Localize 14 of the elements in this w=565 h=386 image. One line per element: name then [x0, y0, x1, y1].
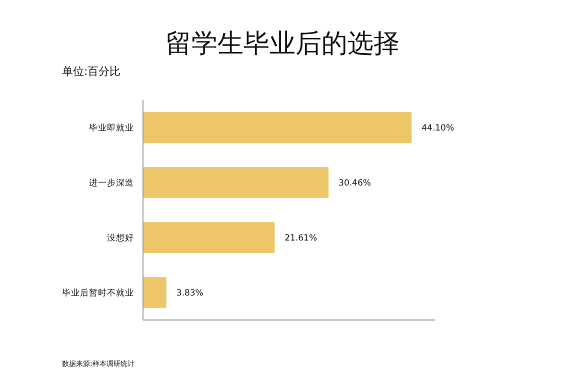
- y-tick-label: 没想好: [107, 232, 134, 244]
- bar: [143, 167, 329, 198]
- chart-title: 留学生毕业后的选择: [166, 29, 400, 59]
- data-label: 3.83%: [176, 288, 204, 298]
- bar: [143, 112, 412, 143]
- y-tick-label: 毕业即就业: [89, 122, 134, 134]
- bar: [143, 277, 166, 308]
- data-label: 30.46%: [338, 178, 371, 188]
- bar: [143, 222, 275, 253]
- data-label: 44.10%: [422, 124, 454, 134]
- data-label: 21.61%: [284, 234, 318, 244]
- y-tick-label: 进一步深造: [89, 178, 134, 188]
- chart-subtitle: 单位:百分比: [62, 65, 121, 78]
- y-tick-label: 毕业后暂时不就业: [62, 288, 134, 298]
